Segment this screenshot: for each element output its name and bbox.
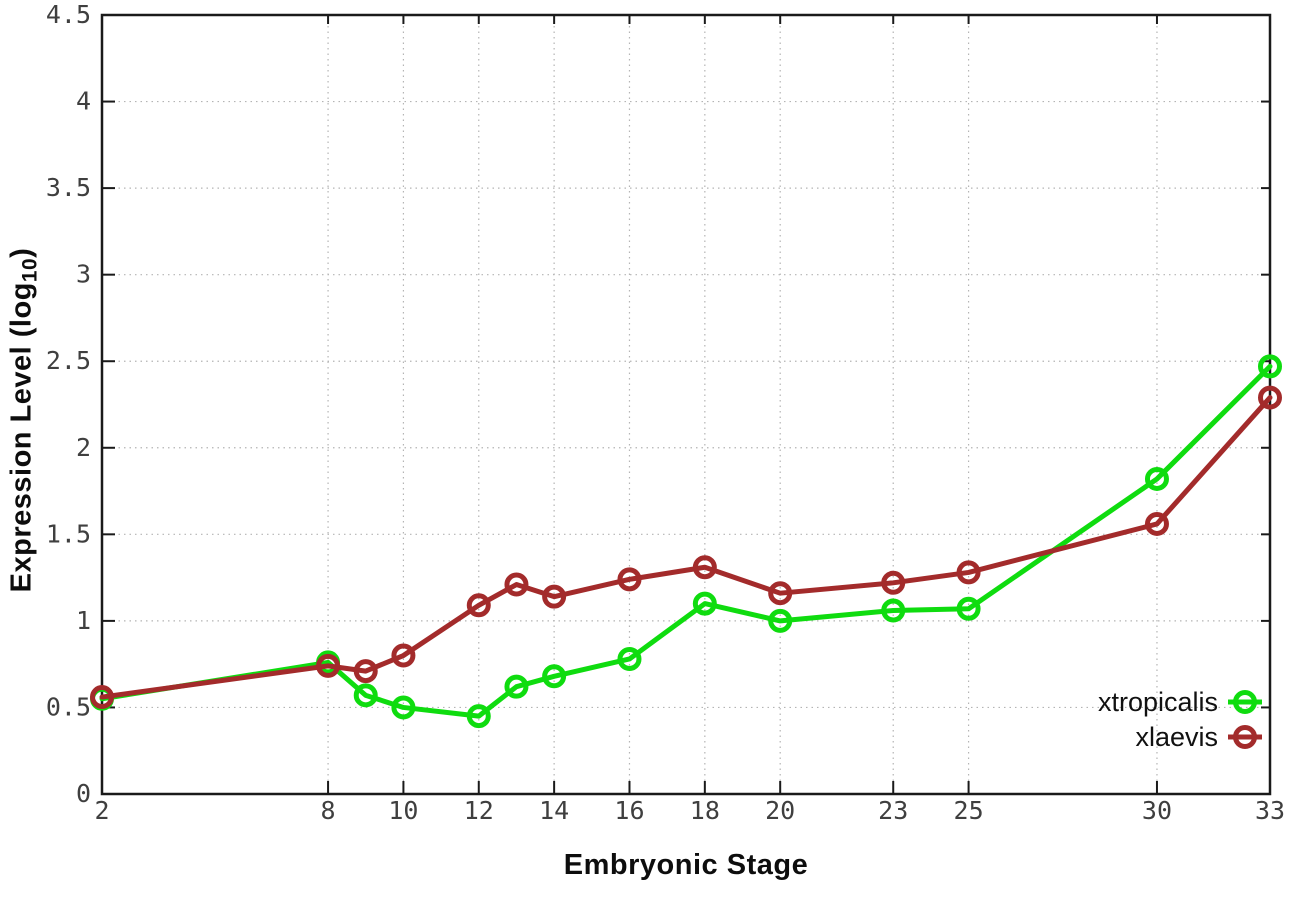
y-tick-label: 4 (76, 87, 91, 116)
y-axis-label-text: Expression Level (log (5, 282, 38, 593)
series-point-xlaevis (316, 653, 341, 678)
x-tick-label: 10 (388, 796, 418, 825)
series-point-xtropicalis (504, 674, 529, 699)
series-point-xtropicalis (391, 695, 416, 720)
series-point-xlaevis (881, 570, 906, 595)
y-axis-label: Expression Level (log10) (6, 248, 43, 593)
x-tick-label: 30 (1142, 796, 1172, 825)
legend-label-xlaevis: xlaevis (1135, 722, 1218, 752)
series-point-xlaevis (692, 555, 717, 580)
x-tick-label: 14 (539, 796, 569, 825)
series-point-xtropicalis (692, 591, 717, 616)
y-tick-label: 4.5 (46, 0, 91, 29)
y-axis-label-suffix: ) (5, 247, 38, 258)
series-point-xlaevis (504, 572, 529, 597)
legend-sample-point-xlaevis (1233, 725, 1257, 749)
series-point-xtropicalis (617, 646, 642, 671)
x-tick-label: 20 (765, 796, 795, 825)
x-tick-label: 16 (614, 796, 644, 825)
y-tick-label: 1 (76, 606, 91, 635)
legend-sample-point-xtropicalis (1233, 690, 1257, 714)
plot-border (100, 13, 1272, 796)
series-point-xlaevis (1258, 385, 1282, 410)
x-tick-label: 33 (1255, 796, 1285, 825)
y-tick-label: 0 (76, 779, 91, 808)
series-point-xlaevis (542, 584, 567, 609)
y-tick-label: 3 (76, 260, 91, 289)
x-tick-label: 2 (94, 796, 109, 825)
series-point-xlaevis (956, 560, 981, 585)
x-tick-label: 25 (954, 796, 984, 825)
y-tick-label: 1.5 (46, 519, 91, 548)
x-tick-label: 12 (464, 796, 494, 825)
series-point-xtropicalis (466, 704, 491, 729)
y-tick-label: 2 (76, 433, 91, 462)
series-point-xtropicalis (881, 598, 906, 623)
series-point-xlaevis (90, 685, 114, 710)
series-point-xlaevis (353, 659, 378, 684)
series-point-xlaevis (768, 581, 793, 606)
series-point-xtropicalis (1144, 466, 1169, 491)
series-point-xlaevis (617, 567, 642, 592)
y-tick-label: 2.5 (46, 346, 91, 375)
series-point-xlaevis (1144, 511, 1169, 536)
series-point-xtropicalis (353, 683, 378, 708)
y-axis-label-subscript: 10 (18, 257, 42, 283)
series-point-xtropicalis (956, 596, 981, 621)
y-tick-label: 0.5 (46, 692, 91, 721)
series-point-xlaevis (391, 643, 416, 668)
series-point-xtropicalis (768, 608, 793, 633)
series-point-xlaevis (466, 593, 491, 618)
x-tick-label: 18 (690, 796, 720, 825)
x-tick-label: 8 (321, 796, 336, 825)
x-tick-label: 23 (878, 796, 908, 825)
x-axis-label: Embryonic Stage (563, 849, 809, 881)
legend-label-xtropicalis: xtropicalis (1098, 687, 1218, 717)
y-tick-label: 3.5 (46, 173, 91, 202)
series-point-xtropicalis (1258, 354, 1282, 379)
series-line-xtropicalis (99, 363, 1273, 719)
series-point-xtropicalis (542, 664, 567, 689)
series-line-xlaevis (99, 395, 1273, 700)
